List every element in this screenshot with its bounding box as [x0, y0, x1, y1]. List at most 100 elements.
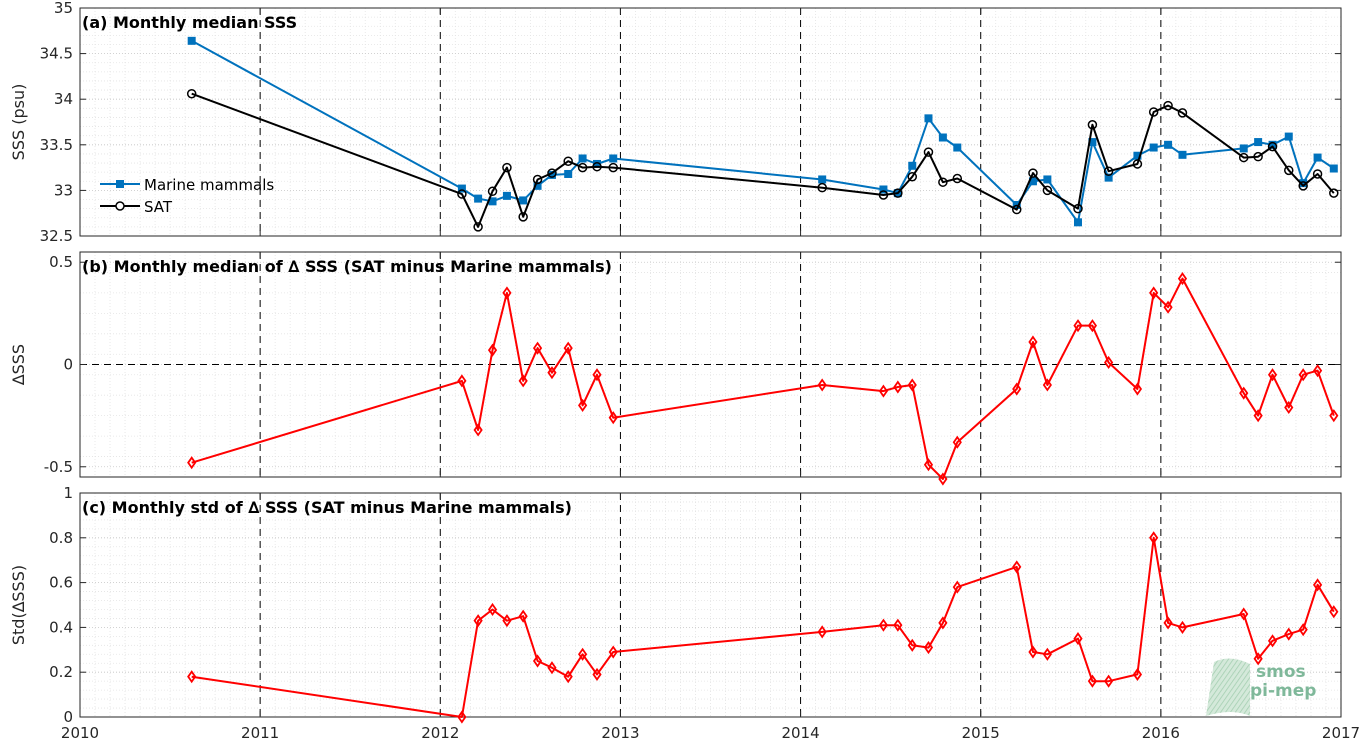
y-axis-label: Std(∆SSS)	[9, 565, 28, 645]
panel-2: -0.5 0 0.5 ∆SSS (b) Monthly median of ∆ SSS …	[9, 251, 1342, 486]
data-point	[487, 186, 498, 197]
panel-title: (c) Monthly std of ∆ SSS (SAT minus Mari…	[82, 498, 572, 517]
x-tick-label: 2014	[781, 724, 819, 742]
data-point	[1329, 409, 1339, 423]
data-point	[1312, 578, 1323, 592]
data-point	[502, 286, 512, 300]
data-point	[1148, 107, 1159, 117]
data-point	[1149, 531, 1159, 545]
data-point	[878, 618, 889, 632]
data-point	[502, 162, 512, 173]
series-line	[191, 277, 1335, 480]
data-point	[907, 638, 917, 652]
data-point	[532, 654, 543, 668]
x-tick-label: 2012	[421, 724, 459, 742]
data-point	[1132, 667, 1143, 682]
y-tick-label: 33.5	[40, 136, 73, 154]
data-point	[908, 161, 917, 170]
data-point	[457, 189, 467, 199]
data-point	[457, 374, 467, 388]
data-point	[578, 647, 588, 661]
data-point	[187, 670, 197, 684]
y-tick-label: 32.5	[40, 227, 73, 245]
data-point	[547, 168, 557, 178]
series-line	[191, 92, 1335, 228]
data-point	[519, 196, 528, 205]
panel-title: (a) Monthly median SSS	[82, 13, 297, 32]
data-point	[1267, 634, 1278, 648]
data-point	[879, 185, 888, 194]
data-point	[1011, 204, 1022, 215]
data-point	[1087, 119, 1098, 130]
data-point	[1298, 368, 1308, 382]
y-tick-label: -0.5	[44, 458, 73, 476]
data-point	[1238, 152, 1249, 163]
data-point	[1028, 168, 1038, 178]
data-point	[1284, 132, 1293, 141]
data-point	[1284, 400, 1294, 415]
data-point	[923, 458, 934, 472]
legend-marine-mammals-label: Marine mammals	[144, 176, 274, 194]
data-point	[592, 667, 602, 682]
data-point	[592, 161, 602, 172]
data-point	[1239, 607, 1249, 621]
x-tick-label: 2011	[241, 724, 279, 742]
data-point	[1298, 623, 1308, 637]
data-point	[1254, 138, 1263, 147]
data-point	[577, 162, 588, 173]
data-point	[518, 609, 528, 623]
data-point	[487, 343, 498, 357]
data-point	[938, 472, 948, 486]
data-point	[1163, 100, 1173, 111]
data-point	[1313, 153, 1322, 162]
y-tick-label: 0.5	[49, 253, 73, 271]
data-point	[1253, 652, 1263, 666]
data-point	[1267, 141, 1278, 152]
data-point	[1163, 616, 1173, 630]
data-point	[952, 580, 962, 594]
panels: 32.5 33 33.5 34 34.5 35 SSS (psu) (a) Monthly m…	[9, 0, 1360, 742]
data-point	[1028, 645, 1038, 659]
data-point	[1104, 355, 1114, 370]
data-point	[592, 368, 602, 382]
data-point	[1267, 368, 1278, 382]
data-point	[457, 710, 467, 724]
axes-frame	[79, 492, 1342, 718]
data-point	[1149, 143, 1158, 152]
data-point	[1329, 188, 1339, 198]
y-axis-label: ∆SSS	[9, 344, 28, 386]
data-point	[1239, 144, 1248, 153]
data-point	[817, 378, 827, 392]
data-point	[1043, 175, 1052, 184]
data-point	[1104, 173, 1113, 182]
data-point	[547, 366, 557, 380]
data-point	[878, 190, 889, 200]
y-axis-label: SSS (psu)	[9, 84, 28, 161]
data-point	[1253, 151, 1263, 162]
data-point	[938, 133, 947, 142]
data-point	[817, 625, 827, 639]
data-point	[502, 191, 511, 200]
data-point	[1177, 620, 1188, 634]
data-point	[907, 171, 918, 182]
axes-frame	[79, 7, 1342, 237]
y-tick-label: 0.6	[49, 574, 73, 592]
y-tick-label: 0.8	[49, 529, 73, 547]
data-point	[1177, 108, 1188, 118]
data-point	[1042, 378, 1052, 392]
series-line	[191, 536, 1335, 718]
data-point	[563, 670, 573, 684]
legend-sat-marker	[115, 201, 125, 211]
data-point	[518, 374, 528, 388]
data-point	[564, 169, 573, 178]
data-point	[1298, 181, 1308, 191]
data-point	[578, 398, 588, 412]
logo-wave-shape	[1206, 658, 1250, 716]
series-delta-sss	[187, 272, 1339, 486]
y-tick-label: 0	[63, 356, 73, 374]
data-point	[608, 411, 618, 425]
data-point	[952, 435, 962, 449]
data-point	[1073, 218, 1082, 227]
data-point	[818, 175, 827, 184]
y-tick-label: 0.2	[49, 663, 73, 681]
